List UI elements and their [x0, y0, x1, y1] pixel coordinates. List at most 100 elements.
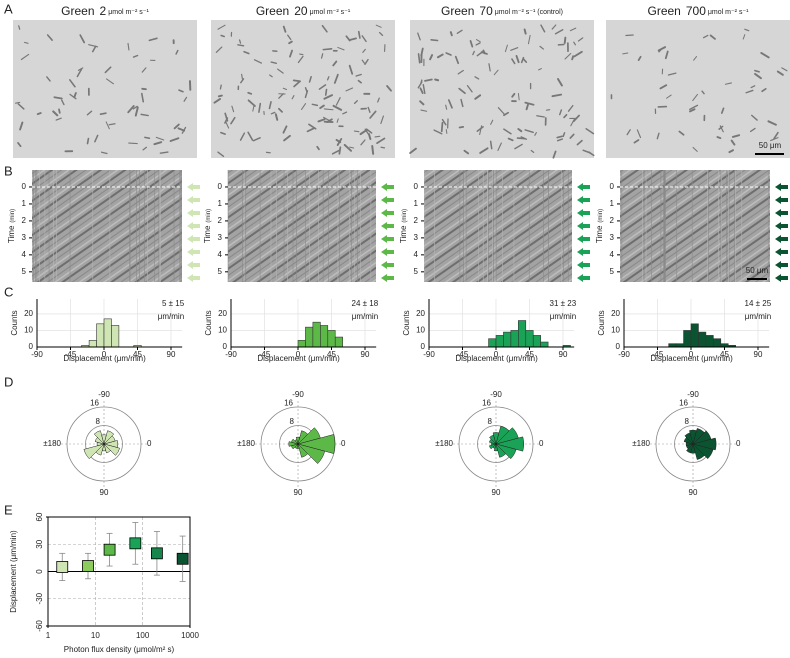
- condition-intensity: 2: [100, 4, 107, 18]
- mean-sd-unit: μm/min: [352, 312, 378, 321]
- direction-arrow: [381, 222, 394, 230]
- y-tick-label: 5: [218, 267, 223, 276]
- cell: [517, 127, 523, 133]
- kymograph: [228, 170, 376, 282]
- cell: [79, 34, 86, 44]
- x-tick-label: 0: [689, 350, 694, 359]
- cell: [371, 144, 375, 155]
- rose-sector: [288, 441, 299, 447]
- radial-tick-label: 16: [482, 399, 491, 408]
- plot-frame: [47, 516, 191, 627]
- cell: [693, 56, 698, 61]
- angle-label: 0: [147, 439, 152, 448]
- histogram-bar: [96, 323, 105, 348]
- histogram-bar: [495, 335, 504, 348]
- cell: [217, 151, 225, 157]
- y-axis-label: Counts: [204, 310, 213, 335]
- direction-arrow: [577, 248, 590, 256]
- cell: [247, 131, 254, 141]
- cell: [132, 54, 139, 58]
- cell: [626, 129, 631, 136]
- cell: [380, 146, 386, 149]
- x-tick-label: 100: [136, 631, 150, 640]
- cell: [536, 115, 545, 118]
- condition-unit: μmol m⁻² s⁻¹: [708, 9, 749, 16]
- y-tick-label: 2: [610, 216, 615, 225]
- cell: [507, 137, 514, 142]
- cell: [460, 98, 464, 108]
- y-tick-label: 10: [218, 326, 227, 335]
- cell: [380, 115, 384, 125]
- y-axis-label-unit: (min): [206, 209, 212, 223]
- cell: [475, 39, 481, 43]
- data-point: [103, 543, 116, 556]
- direction-arrow: [577, 274, 590, 282]
- x-tick-label: 90: [559, 350, 568, 359]
- cell: [511, 92, 516, 98]
- cell: [567, 104, 574, 112]
- cell: [472, 50, 475, 56]
- radial-tick-label: 8: [96, 417, 101, 426]
- angle-label: ±180: [43, 439, 61, 448]
- y-tick-label: 4: [218, 250, 223, 259]
- rose-sector: [103, 443, 120, 456]
- cell: [456, 29, 463, 34]
- cell: [238, 39, 242, 44]
- direction-arrow: [187, 235, 200, 243]
- x-tick-label: 90: [754, 350, 763, 359]
- cell: [761, 87, 767, 93]
- direction-arrow: [187, 274, 200, 282]
- x-axis-label: Displacement (μm/min): [455, 354, 538, 363]
- angle-label: 0: [341, 439, 346, 448]
- panel-label: B: [4, 163, 13, 178]
- cell: [253, 59, 263, 64]
- y-axis-label-unit: (min): [598, 209, 604, 223]
- cell: [127, 42, 130, 51]
- cell: [252, 105, 255, 112]
- cell: [365, 128, 373, 134]
- y-tick-label: 3: [218, 233, 223, 242]
- cell: [274, 113, 279, 121]
- mean-sd-unit: μm/min: [550, 312, 576, 321]
- cell: [530, 149, 535, 153]
- histogram-bar: [320, 325, 329, 348]
- cell: [417, 53, 421, 64]
- histogram-bar: [312, 321, 321, 348]
- cell: [474, 94, 482, 100]
- histogram-bar: [698, 331, 707, 348]
- cell: [349, 37, 357, 41]
- radial-tick-label: 16: [90, 399, 99, 408]
- cell: [701, 90, 705, 95]
- y-tick-label: 10: [416, 326, 425, 335]
- cell: [357, 79, 362, 84]
- cell: [776, 70, 784, 76]
- y-tick-label: 0: [421, 342, 426, 351]
- cell: [270, 61, 278, 65]
- y-tick-label: 20: [611, 309, 620, 318]
- cell: [100, 151, 108, 155]
- cell: [457, 69, 464, 75]
- direction-arrow: [577, 196, 590, 204]
- cell: [556, 135, 563, 139]
- cell: [128, 142, 138, 145]
- cell: [323, 108, 334, 111]
- cell: [475, 42, 481, 46]
- x-tick-label: -90: [423, 350, 435, 359]
- cell: [217, 94, 223, 98]
- condition-intensity: 70: [479, 4, 493, 18]
- cell: [278, 93, 284, 99]
- cell: [99, 112, 107, 116]
- y-tick-label: 10: [611, 326, 620, 335]
- cell: [77, 67, 84, 71]
- cell: [441, 118, 447, 126]
- cell: [353, 100, 358, 105]
- histogram-bar: [111, 325, 120, 348]
- histogram-bar: [713, 338, 722, 348]
- cell: [349, 146, 355, 149]
- cell: [524, 129, 534, 134]
- cell: [511, 58, 516, 65]
- y-tick-label: 4: [610, 250, 615, 259]
- angle-label: 0: [736, 439, 741, 448]
- cell: [751, 114, 758, 121]
- kymograph: [424, 170, 572, 282]
